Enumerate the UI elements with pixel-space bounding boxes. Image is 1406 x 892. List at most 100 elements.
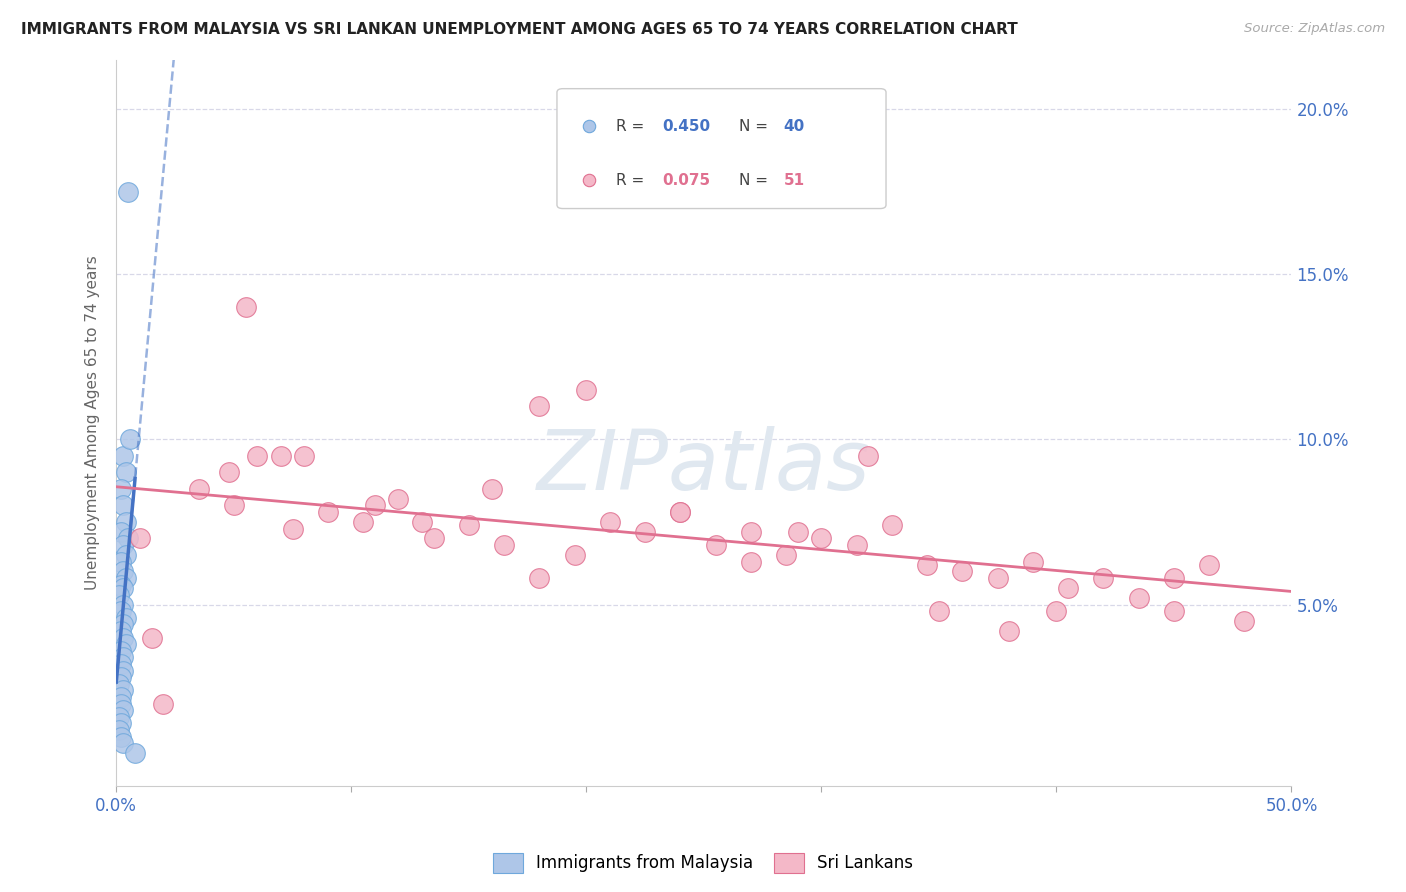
Point — [928, 604, 950, 618]
Point — [915, 558, 938, 572]
Point — [124, 746, 146, 760]
Point — [112, 565, 135, 579]
Text: 40: 40 — [783, 119, 806, 134]
Y-axis label: Unemployment Among Ages 65 to 74 years: Unemployment Among Ages 65 to 74 years — [86, 255, 100, 591]
Point — [1045, 604, 1067, 618]
Point — [141, 631, 163, 645]
Point — [235, 300, 257, 314]
Point — [669, 505, 692, 519]
Text: 0.450: 0.450 — [662, 119, 711, 134]
Point — [107, 710, 129, 724]
Point — [112, 736, 135, 750]
Point — [114, 637, 136, 651]
Point — [112, 499, 135, 513]
Point — [858, 449, 880, 463]
FancyBboxPatch shape — [557, 88, 886, 209]
Point — [775, 548, 797, 562]
Legend: Immigrants from Malaysia, Sri Lankans: Immigrants from Malaysia, Sri Lankans — [486, 847, 920, 880]
Point — [950, 565, 973, 579]
Point — [634, 524, 657, 539]
Point — [112, 538, 135, 552]
Text: N =: N = — [740, 119, 773, 134]
Point — [316, 505, 339, 519]
Point — [352, 515, 374, 529]
Point — [740, 524, 762, 539]
Point — [117, 185, 139, 199]
Point — [110, 524, 132, 539]
Point — [1128, 591, 1150, 605]
Point — [114, 515, 136, 529]
Text: IMMIGRANTS FROM MALAYSIA VS SRI LANKAN UNEMPLOYMENT AMONG AGES 65 TO 74 YEARS CO: IMMIGRANTS FROM MALAYSIA VS SRI LANKAN U… — [21, 22, 1018, 37]
Point — [128, 532, 150, 546]
Point — [387, 491, 409, 506]
Point — [422, 532, 444, 546]
Point — [1163, 604, 1185, 618]
Point — [112, 581, 135, 595]
Point — [1092, 571, 1115, 585]
Point — [110, 624, 132, 638]
Point — [281, 522, 304, 536]
Point — [110, 730, 132, 744]
Point — [110, 716, 132, 731]
Text: N =: N = — [740, 173, 773, 187]
Point — [110, 482, 132, 496]
Point — [112, 449, 135, 463]
Point — [292, 449, 315, 463]
Point — [575, 383, 598, 397]
Point — [120, 433, 142, 447]
Text: 51: 51 — [783, 173, 804, 187]
Point — [1057, 581, 1080, 595]
Text: ZIPatlas: ZIPatlas — [537, 426, 870, 507]
Point — [114, 571, 136, 585]
Point — [107, 677, 129, 691]
Point — [110, 577, 132, 591]
Point — [1233, 614, 1256, 628]
Point — [529, 571, 551, 585]
Point — [222, 499, 245, 513]
Text: R =: R = — [616, 119, 648, 134]
Point — [740, 555, 762, 569]
Point — [110, 690, 132, 704]
Point — [218, 466, 240, 480]
Point — [110, 644, 132, 658]
Point — [494, 538, 516, 552]
Point — [187, 482, 209, 496]
Point — [112, 631, 135, 645]
Point — [364, 499, 387, 513]
Point — [987, 571, 1010, 585]
Point — [411, 515, 433, 529]
Point — [114, 466, 136, 480]
Point — [112, 598, 135, 612]
Point — [1198, 558, 1220, 572]
Point — [110, 697, 132, 711]
Point — [110, 555, 132, 569]
Point — [599, 515, 621, 529]
Point — [112, 650, 135, 665]
Point — [112, 617, 135, 632]
Point — [810, 532, 832, 546]
Point — [481, 482, 503, 496]
Point — [107, 588, 129, 602]
Point — [529, 400, 551, 414]
Point — [704, 538, 727, 552]
Point — [110, 604, 132, 618]
Text: R =: R = — [616, 173, 648, 187]
Point — [1022, 555, 1045, 569]
Point — [270, 449, 292, 463]
Point — [117, 532, 139, 546]
Text: 0.075: 0.075 — [662, 173, 711, 187]
Point — [110, 657, 132, 671]
Point — [112, 683, 135, 698]
Text: Source: ZipAtlas.com: Source: ZipAtlas.com — [1244, 22, 1385, 36]
Point — [1163, 571, 1185, 585]
Point — [112, 703, 135, 717]
Point — [786, 524, 808, 539]
Point — [845, 538, 868, 552]
Point — [152, 697, 174, 711]
Point — [669, 505, 692, 519]
Point — [114, 611, 136, 625]
Point — [998, 624, 1021, 638]
Point — [114, 548, 136, 562]
Point — [564, 548, 586, 562]
Point — [112, 664, 135, 678]
